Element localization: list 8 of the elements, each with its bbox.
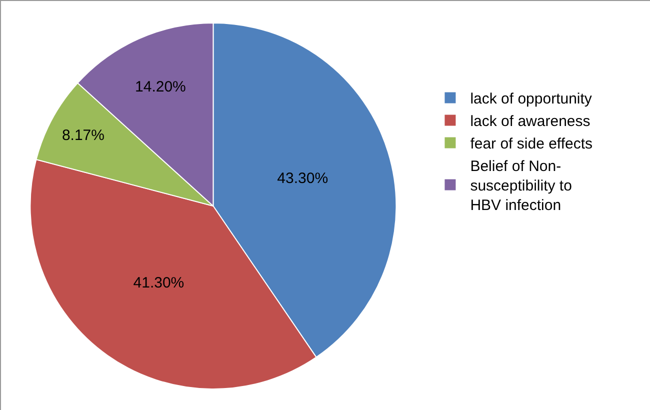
- legend-label: lack of opportunity: [470, 90, 592, 108]
- data-label: 41.30%: [133, 274, 184, 292]
- legend-label: Belief of Non-susceptibility to HBV infection: [470, 158, 572, 214]
- data-label: 14.20%: [135, 78, 186, 96]
- data-label: 8.17%: [62, 127, 104, 144]
- legend-label: lack of awareness: [470, 113, 590, 130]
- data-label: 43.30%: [277, 170, 328, 187]
- legend-label: fear of side effects: [470, 136, 592, 153]
